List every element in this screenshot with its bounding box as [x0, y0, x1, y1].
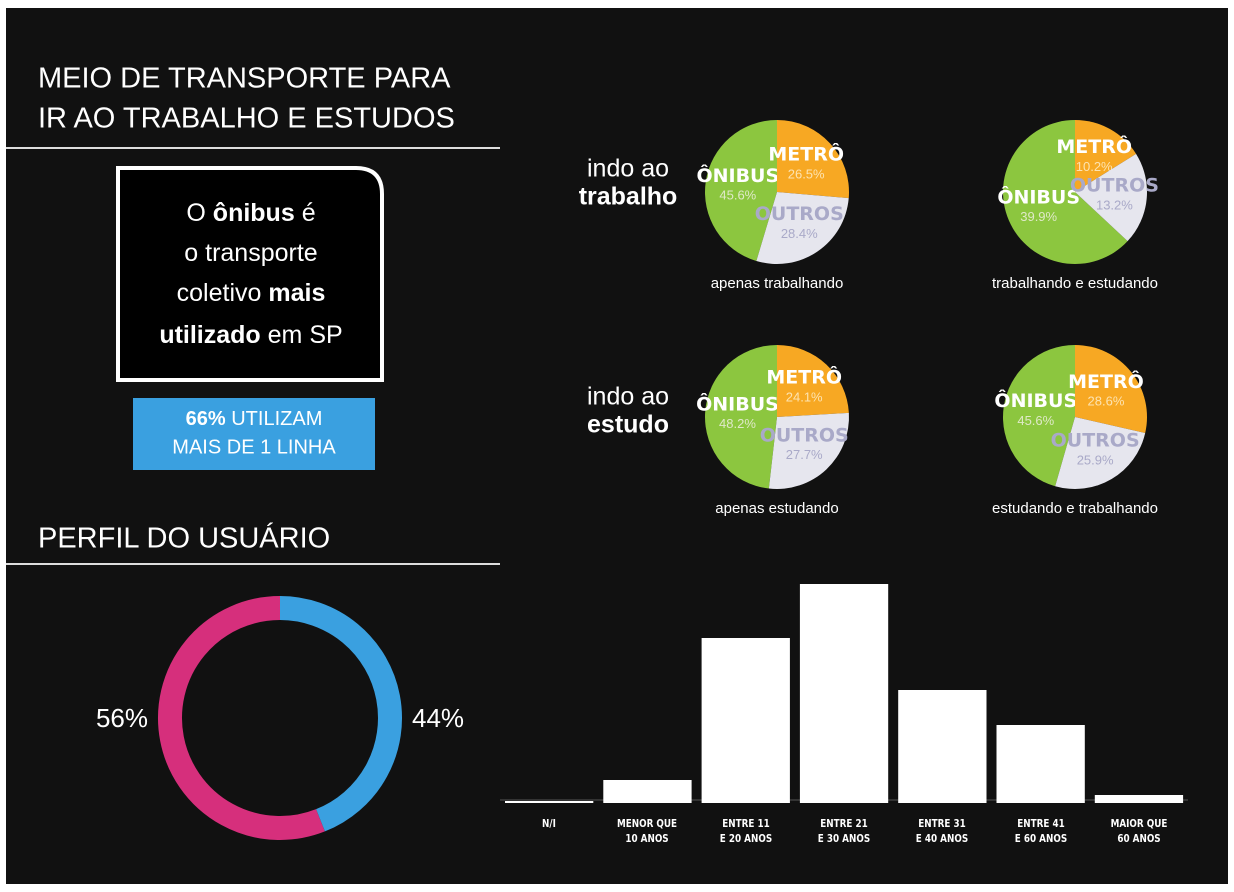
slice-label: OUTROS [760, 424, 849, 446]
slice-label: ÔNIBUS [994, 388, 1077, 412]
pie-slice [1002, 345, 1075, 487]
slice-value: 45.6% [719, 188, 756, 203]
row-label: trabalho [579, 183, 678, 211]
badge-text: MAIS DE 1 LINHA [172, 436, 336, 458]
slice-value: 45.6% [1017, 413, 1054, 428]
callout-text: O [186, 199, 205, 227]
donut-segment [279, 596, 402, 832]
bar [898, 690, 987, 803]
pie-slice [1075, 120, 1137, 192]
badge-text: 66% [186, 408, 226, 430]
row-label: indo ao [587, 383, 669, 411]
x-tick-label: MENOR QUE 10 ANOS [617, 817, 678, 845]
slice-value: 24.1% [786, 390, 823, 405]
pie-caption: estudando e trabalhando [992, 500, 1158, 517]
section-title: PERFIL DO USUÁRIO [38, 522, 330, 555]
pie-slice [705, 120, 777, 261]
donut-label: 44% [412, 703, 464, 733]
x-tick-label: ENTRE 31 E 40 ANOS [915, 817, 969, 845]
pie-slice [777, 345, 849, 417]
slice-label: ÔNIBUS [696, 391, 779, 415]
callout-line: O ônibus é [186, 199, 315, 227]
callout-text: o transporte [184, 239, 317, 267]
callout-text: mais [268, 279, 325, 307]
callout-text: coletivo [177, 279, 262, 307]
slice-value: 25.9% [1077, 453, 1114, 468]
callout-line: o transporte [184, 239, 317, 267]
badge-text: UTILIZAM [231, 408, 322, 430]
pie-caption: apenas estudando [715, 500, 838, 517]
bar [1094, 795, 1184, 803]
pie-slice [777, 120, 849, 199]
bar [799, 584, 889, 803]
callout-text: ônibus [213, 199, 295, 227]
slice-label: METRÔ [766, 365, 842, 389]
x-tick-label: ENTRE 11 E 20 ANOS [719, 817, 772, 845]
badge [133, 398, 375, 470]
bar [505, 801, 594, 803]
title-line: IR AO TRABALHO E ESTUDOS [38, 103, 455, 135]
callout-text: em SP [268, 321, 343, 349]
pie-slice [768, 412, 849, 489]
bar [701, 638, 790, 803]
x-tick-label: ENTRE 21 E 30 ANOS [817, 817, 871, 845]
slice-label: METRÔ [768, 142, 844, 166]
callout-text: utilizado [159, 321, 260, 349]
donut-label: 56% [96, 703, 148, 733]
slice-label: OUTROS [1070, 174, 1159, 196]
slice-value: 48.2% [719, 416, 756, 431]
pie-caption: trabalhando e estudando [992, 275, 1158, 292]
pie-caption: apenas trabalhando [711, 275, 844, 292]
slice-value: 28.6% [1088, 394, 1125, 409]
pie-slice [1003, 120, 1128, 264]
row-label: indo ao [587, 155, 669, 183]
callout-box [116, 166, 384, 382]
callout-text: é [302, 199, 316, 227]
slice-label: METRÔ [1068, 369, 1144, 393]
pie-slice [756, 192, 849, 264]
slice-value: 10.2% [1076, 159, 1113, 174]
x-tick-label: ENTRE 41 E 60 ANOS [1014, 817, 1067, 845]
slice-label: OUTROS [755, 203, 844, 225]
pie-slice [1055, 417, 1146, 490]
infographic: MEIO DE TRANSPORTE PARA IR AO TRABALHO E… [6, 8, 1228, 884]
slice-value: 26.5% [788, 167, 825, 182]
callout-line: utilizado em SP [159, 321, 342, 349]
pie-slice [1075, 153, 1148, 242]
slice-value: 39.9% [1020, 209, 1057, 224]
slice-value: 27.7% [786, 447, 823, 462]
x-tick-label: MAIOR QUE 60 ANOS [1110, 817, 1168, 845]
slice-label: ÔNIBUS [696, 163, 779, 187]
bar [603, 780, 692, 803]
slice-value: 28.4% [781, 226, 818, 241]
row-label: estudo [587, 411, 669, 439]
x-tick-label: N/I [542, 817, 556, 830]
slice-label: METRÔ [1056, 134, 1132, 158]
pie-slice [1075, 345, 1148, 434]
badge-line: 66% UTILIZAM [186, 408, 323, 430]
bar [996, 725, 1085, 803]
pie-slice [705, 345, 777, 489]
callout-line: coletivo mais [177, 279, 326, 307]
slice-label: OUTROS [1051, 430, 1140, 452]
title-line: MEIO DE TRANSPORTE PARA [38, 63, 451, 95]
donut-segment [158, 596, 325, 840]
slice-value: 13.2% [1096, 197, 1133, 212]
canvas: MEIO DE TRANSPORTE PARA IR AO TRABALHO E… [6, 63, 1188, 840]
slice-label: ÔNIBUS [997, 184, 1080, 208]
